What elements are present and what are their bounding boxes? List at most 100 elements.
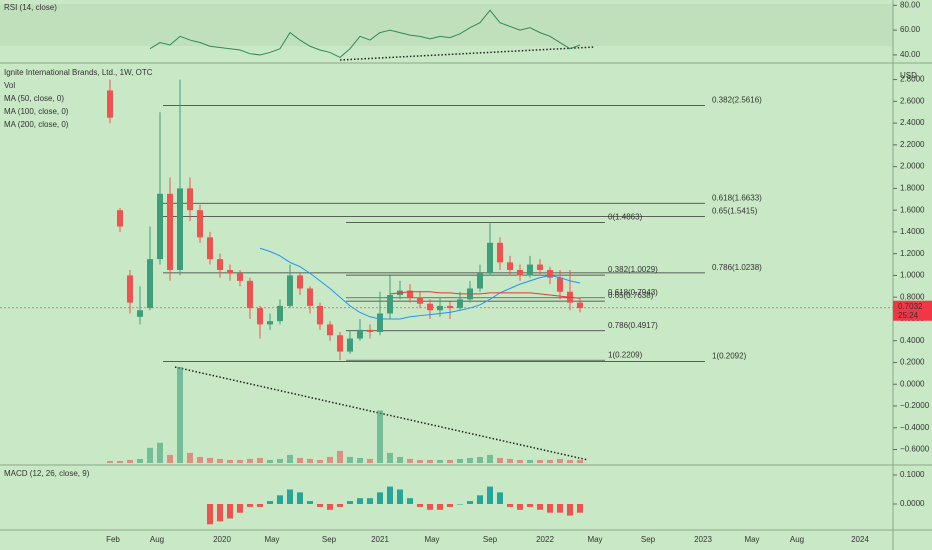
volume-bar	[107, 460, 113, 463]
y-tick-label: 0.8000	[900, 292, 925, 301]
candle-body	[257, 308, 263, 325]
x-tick-label: Sep	[641, 535, 656, 544]
macd-bar	[457, 503, 463, 505]
volume-bar	[167, 454, 173, 463]
rsi-title: RSI (14, close)	[4, 3, 57, 12]
macd-bar	[577, 503, 583, 513]
x-tick-label: 2023	[694, 535, 712, 544]
candle-body	[367, 329, 373, 333]
volume-bar	[387, 452, 393, 463]
macd-bar	[347, 501, 353, 504]
main-title: Ignite International Brands, Ltd., 1W, O…	[4, 68, 153, 77]
volume-bar	[477, 456, 483, 463]
candle-body	[337, 335, 343, 352]
macd-bar	[317, 503, 323, 507]
macd-bar	[557, 503, 563, 513]
y-tick-label: 0.4000	[900, 336, 925, 345]
y-tick-label: 40.00	[900, 50, 921, 59]
y-tick-label: 1.4000	[900, 227, 925, 236]
countdown: 25:24	[898, 311, 919, 320]
candle-body	[207, 237, 213, 260]
last-price-label: 0.7032	[898, 302, 923, 311]
rsi-line	[149, 9, 581, 59]
candle-body	[127, 275, 133, 303]
x-tick-label: May	[264, 535, 279, 544]
volume-bar	[327, 456, 333, 463]
macd-bar	[537, 503, 543, 510]
volume-bar	[437, 459, 443, 463]
macd-bar	[527, 503, 533, 507]
candle-body	[577, 302, 583, 309]
candle-body	[227, 269, 233, 274]
candle-body	[497, 242, 503, 263]
macd-bar	[357, 498, 363, 504]
fib-label: 1(0.2209)	[608, 350, 643, 359]
volume-bar	[207, 457, 213, 463]
candle-body	[557, 277, 563, 292]
x-tick-label: Aug	[790, 535, 804, 544]
volume-bar	[457, 458, 463, 463]
candle-body	[387, 295, 393, 314]
candle-body	[307, 288, 313, 306]
macd-bar	[517, 503, 523, 510]
volume-bar	[357, 457, 363, 463]
volume-bar	[257, 457, 263, 463]
x-tick-label: 2020	[213, 535, 231, 544]
candle-body	[507, 262, 513, 270]
macd-bar	[387, 486, 393, 504]
x-tick-label: 2022	[536, 535, 554, 544]
y-tick-label: 1.2000	[900, 249, 925, 258]
candle-body	[147, 259, 153, 309]
rsi-band	[0, 4, 893, 46]
y-tick-label: 2.4000	[900, 118, 925, 127]
legend-item: MA (100, close, 0)	[4, 107, 69, 116]
macd-bar	[507, 503, 513, 507]
candle-body	[487, 242, 493, 274]
y-tick-label: 60.00	[900, 25, 921, 34]
x-tick-label: Sep	[322, 535, 337, 544]
volume-bar	[337, 450, 343, 463]
candle-body	[197, 210, 203, 238]
axis-unit: USD	[900, 71, 917, 80]
volume-bar	[297, 457, 303, 463]
volume-bar	[377, 410, 383, 463]
candle-body	[177, 188, 183, 270]
volume-bar	[237, 459, 243, 463]
macd-bar	[287, 489, 293, 504]
volume-bar	[147, 447, 153, 463]
macd-bar	[207, 503, 213, 525]
macd-bar	[467, 501, 473, 504]
candle-body	[187, 188, 193, 211]
candle-body	[277, 305, 283, 322]
volume-bar	[527, 459, 533, 463]
fib-label: 0.618(0.7943)	[608, 288, 658, 297]
y-tick-label: 80.00	[900, 0, 921, 9]
macd-bar	[487, 486, 493, 504]
macd-bar	[227, 503, 233, 519]
candle-body	[117, 210, 123, 227]
macd-bar	[367, 498, 373, 504]
macd-bar	[417, 503, 423, 507]
candle-body	[347, 338, 353, 352]
candle-body	[287, 275, 293, 306]
macd-bar	[237, 503, 243, 513]
macd-bar	[307, 501, 313, 504]
volume-bar	[197, 456, 203, 463]
macd-bar	[267, 501, 273, 504]
volume-bar	[507, 458, 513, 463]
macd-bar	[447, 503, 453, 507]
volume-bar	[177, 367, 183, 463]
candle-body	[167, 193, 173, 270]
candle-body	[417, 297, 423, 304]
volume-bar	[487, 454, 493, 463]
volume-bar	[127, 459, 133, 463]
fib-label: 0.65(0.7638)	[608, 291, 654, 300]
legend-item: Vol	[4, 81, 15, 90]
volume-bar	[447, 459, 453, 463]
candle-body	[137, 310, 143, 317]
volume-bar	[277, 458, 283, 463]
candle-body	[407, 290, 413, 298]
volume-bar	[537, 459, 543, 463]
candle-body	[547, 269, 553, 278]
volume-bar	[497, 457, 503, 463]
